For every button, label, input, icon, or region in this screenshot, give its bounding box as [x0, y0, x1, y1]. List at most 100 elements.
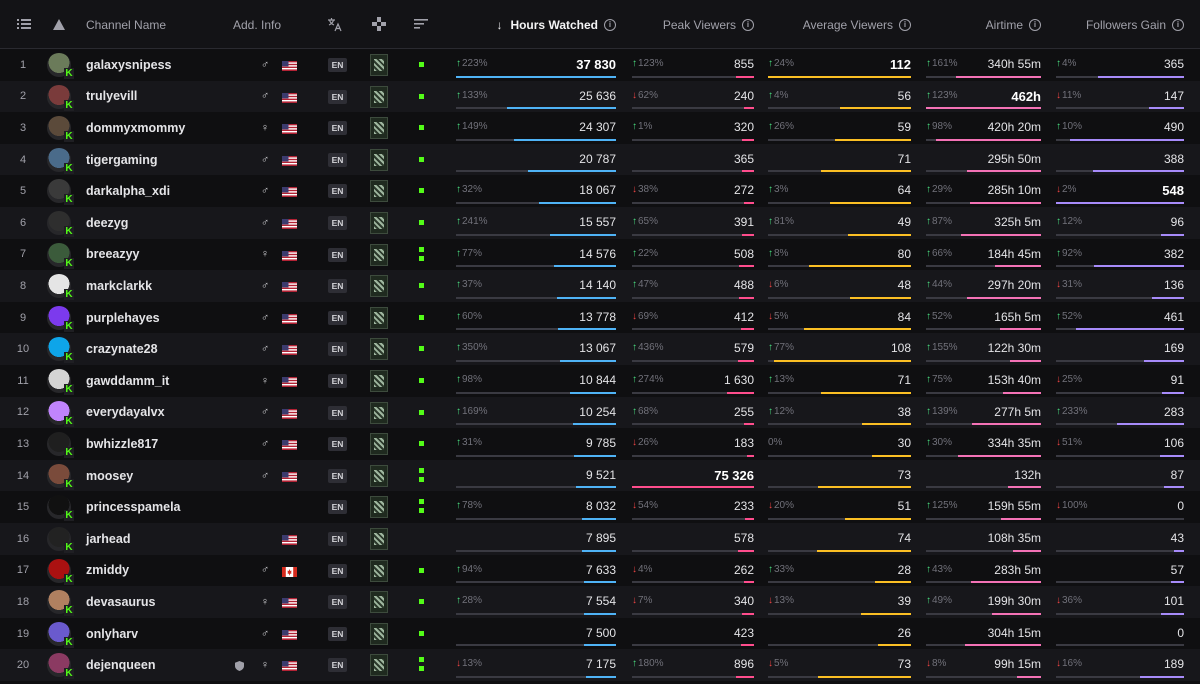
peak-viewers-cell: 38% 272 [632, 175, 754, 207]
channel-name[interactable]: onlyharv [86, 626, 139, 641]
channel-name[interactable]: breeazyy [86, 247, 140, 262]
game-thumbnail[interactable] [370, 180, 388, 203]
average-viewers-value: 59 [897, 120, 911, 135]
language-icon[interactable] [327, 17, 342, 35]
game-thumbnail[interactable] [370, 559, 388, 582]
followers-gain-bar [1173, 549, 1184, 552]
language-badge: EN [328, 279, 347, 294]
game-thumbnail[interactable] [370, 85, 388, 108]
airtime-value: 108h 35m [987, 531, 1041, 545]
followers-gain-bar-track [1056, 612, 1184, 615]
game-thumbnail[interactable] [370, 338, 388, 361]
column-hours-watched[interactable]: ↓ Hours Watched i [456, 0, 616, 49]
hours-watched-value: 14 140 [579, 278, 616, 293]
game-thumbnail[interactable] [370, 654, 388, 677]
column-average-viewers[interactable]: Average Viewers i [768, 0, 911, 49]
us-flag-icon [282, 92, 297, 103]
channel-name[interactable]: markclarkk [86, 278, 153, 293]
game-thumbnail[interactable] [370, 496, 388, 519]
column-peak-viewers[interactable]: Peak Viewers i [632, 0, 754, 49]
channel-name[interactable]: gawddamm_it [86, 373, 170, 388]
game-thumbnail[interactable] [370, 433, 388, 456]
channel-name[interactable]: tigergaming [86, 152, 158, 167]
game-thumbnail[interactable] [370, 370, 388, 392]
channel-name[interactable]: deezyg [86, 215, 129, 230]
airtime-delta: 30% [926, 437, 952, 448]
game-thumbnail[interactable] [370, 306, 388, 329]
info-icon[interactable]: i [742, 18, 754, 31]
channel-name[interactable]: crazynate28 [86, 342, 158, 357]
game-thumbnail[interactable] [370, 528, 388, 550]
channel-name[interactable]: dejenqueen [86, 658, 156, 673]
column-airtime[interactable]: Airtime i [926, 0, 1041, 49]
channel-name[interactable]: princesspamela [86, 500, 181, 515]
channel-name[interactable]: bwhizzle817 [86, 436, 159, 451]
info-icon[interactable]: i [899, 18, 911, 31]
average-viewers-cell: 24% 112 [768, 49, 911, 81]
game-thumbnail[interactable] [370, 212, 388, 234]
peak-viewers-bar [745, 517, 754, 520]
female-icon: ♀ [260, 659, 270, 672]
average-viewers-cell: 13% 39 [768, 586, 911, 618]
game-thumbnail[interactable] [370, 464, 388, 487]
channel-name[interactable]: purplehayes [86, 310, 160, 325]
channel-name[interactable]: dommyxmommy [86, 120, 186, 135]
column-add-info[interactable]: Add. Info [233, 0, 281, 49]
game-thumbnail[interactable] [370, 243, 388, 266]
channel-name[interactable]: everydayalvx [86, 405, 165, 420]
channel-name[interactable]: devasaurus [86, 594, 156, 609]
info-icon[interactable]: i [1172, 18, 1184, 31]
peak-viewers-bar [735, 675, 754, 678]
list-icon[interactable] [17, 17, 31, 34]
kick-logo-icon[interactable] [52, 17, 66, 34]
channel-name[interactable]: galaxysnipess [86, 57, 172, 72]
game-thumbnail[interactable] [370, 622, 388, 645]
info-icon[interactable]: i [604, 18, 616, 31]
sort-lines-icon[interactable] [414, 17, 428, 34]
gamepad-icon[interactable] [372, 17, 386, 34]
airtime-value: 283h 5m [994, 562, 1041, 577]
channel-name[interactable]: zmiddy [86, 563, 130, 578]
channel-name[interactable]: jarhead [86, 531, 131, 546]
game-thumbnail[interactable] [370, 275, 388, 298]
channel-name[interactable]: darkalpha_xdi [86, 184, 171, 199]
game-thumbnail[interactable] [370, 401, 388, 424]
game-thumbnail[interactable] [370, 148, 388, 171]
hours-watched-bar-track [456, 138, 616, 141]
game-thumbnail[interactable] [370, 591, 388, 614]
channel-name[interactable]: moosey [86, 468, 134, 483]
hours-watched-bar [560, 359, 616, 362]
airtime-delta: 52% [926, 311, 952, 322]
hours-watched-delta: 149% [456, 121, 488, 132]
hours-watched-bar [582, 549, 616, 552]
language-badge: EN [328, 595, 347, 610]
channel-name[interactable]: trulyevill [86, 89, 138, 104]
column-channel-name[interactable]: Channel Name [86, 0, 166, 49]
rank-number: 20 [16, 659, 30, 672]
male-icon: ♂ [260, 58, 270, 71]
column-followers-gain[interactable]: Followers Gain i [1056, 0, 1184, 49]
info-icon[interactable]: i [1029, 18, 1041, 31]
game-thumbnail[interactable] [370, 117, 388, 140]
game-thumbnail[interactable] [370, 54, 388, 76]
